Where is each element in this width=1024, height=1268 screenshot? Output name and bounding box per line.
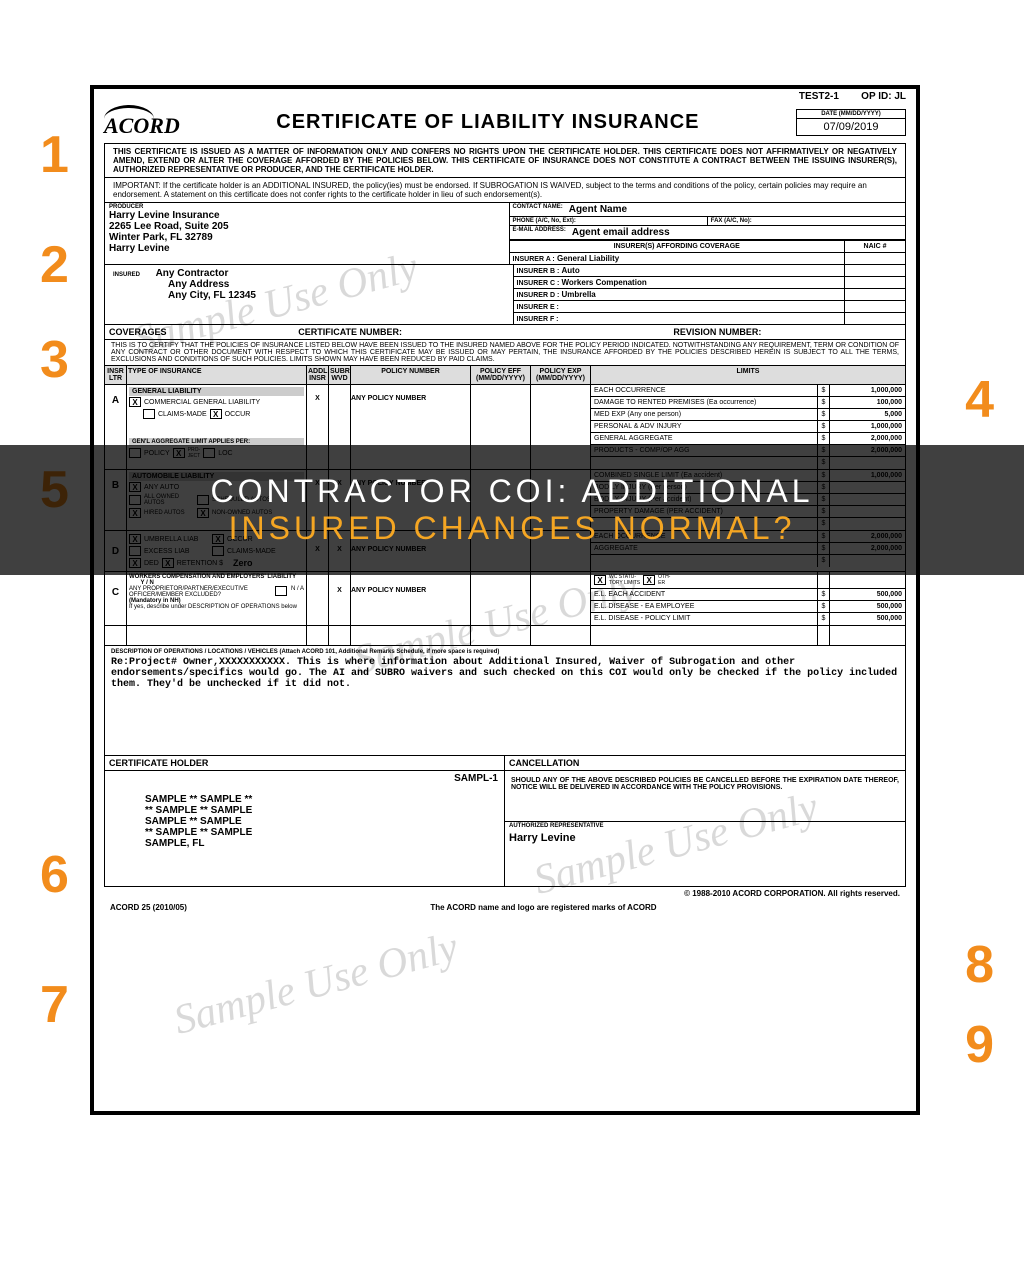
- coverage-text: THIS IS TO CERTIFY THAT THE POLICIES OF …: [104, 340, 906, 366]
- insured-label: INSURED: [113, 272, 140, 278]
- producer-contact: Harry Levine: [109, 243, 505, 254]
- holder-header: CERTIFICATE HOLDER: [105, 756, 504, 771]
- insured-addr2: Any City, FL 12345: [168, 290, 256, 301]
- callout-number: 8: [965, 935, 994, 995]
- checkbox: [275, 586, 287, 596]
- producer-name: Harry Levine Insurance: [109, 210, 505, 221]
- contact-name: Agent Name: [566, 203, 905, 216]
- checkbox: X: [594, 575, 606, 585]
- cancel-header: CANCELLATION: [505, 756, 905, 771]
- date-box: DATE (MM/DD/YYYY) 07/09/2019: [796, 109, 906, 136]
- checkbox: X: [129, 397, 141, 407]
- insured-addr1: Any Address: [168, 279, 229, 290]
- cert-number-label: CERTIFICATE NUMBER:: [167, 327, 534, 337]
- callout-number: 4: [965, 370, 994, 430]
- op-id: OP ID: JL: [861, 91, 906, 102]
- coverages-title: COVERAGES: [109, 327, 167, 337]
- producer-addr1: 2265 Lee Road, Suite 205: [109, 221, 505, 232]
- disclaimer-text: THIS CERTIFICATE IS ISSUED AS A MATTER O…: [104, 143, 906, 178]
- callout-number: 7: [40, 975, 69, 1035]
- producer-addr2: Winter Park, FL 32789: [109, 232, 505, 243]
- desc-header: DESCRIPTION OF OPERATIONS / LOCATIONS / …: [111, 649, 899, 655]
- desc-text: Re:Project# Owner,XXXXXXXXXXX. This is w…: [111, 657, 899, 690]
- test-id: TEST2-1: [799, 91, 839, 102]
- rev-number-label: REVISION NUMBER:: [534, 327, 901, 337]
- insurer-c: Workers Compenation: [562, 278, 647, 287]
- contact-email: Agent email address: [569, 226, 905, 239]
- overlay-line2: INSURED CHANGES NORMAL?: [229, 510, 796, 546]
- holder-id: SAMPL-1: [105, 771, 504, 786]
- insurer-b: Auto: [562, 266, 580, 275]
- form-date: 07/09/2019: [797, 119, 905, 135]
- form-number: ACORD 25 (2010/05): [110, 903, 187, 912]
- auth-rep-label: AUTHORIZED REPRESENTATIVE: [505, 822, 905, 830]
- callout-number: 9: [965, 1015, 994, 1075]
- holder-body: SAMPLE ** SAMPLE ** ** SAMPLE ** SAMPLE …: [105, 786, 504, 886]
- insurer-d: Umbrella: [562, 290, 596, 299]
- important-text: IMPORTANT: If the certificate holder is …: [104, 178, 906, 203]
- trademark: The ACORD name and logo are registered m…: [430, 903, 656, 912]
- form-title: CERTIFICATE OF LIABILITY INSURANCE: [180, 111, 796, 134]
- callout-number: 1: [40, 125, 69, 185]
- auth-rep-name: Harry Levine: [505, 830, 905, 846]
- copyright: © 1988-2010 ACORD CORPORATION. All right…: [104, 887, 906, 900]
- callout-number: 6: [40, 845, 69, 905]
- callout-number: 3: [40, 330, 69, 390]
- insurer-a: General Liability: [557, 254, 619, 263]
- insured-name: Any Contractor: [156, 268, 229, 279]
- checkbox: X: [643, 575, 655, 585]
- checkbox: [143, 409, 155, 419]
- callout-number: 2: [40, 235, 69, 295]
- acord-form: TEST2-1 OP ID: JL ACORD CERTIFICATE OF L…: [90, 85, 920, 1115]
- cancel-text: SHOULD ANY OF THE ABOVE DESCRIBED POLICI…: [505, 771, 905, 821]
- acord-logo: ACORD: [104, 105, 180, 139]
- overlay-line1: CONTRACTOR COI: ADDITIONAL: [210, 473, 813, 509]
- article-overlay: CONTRACTOR COI: ADDITIONAL INSURED CHANG…: [0, 445, 1024, 575]
- checkbox: X: [210, 409, 222, 419]
